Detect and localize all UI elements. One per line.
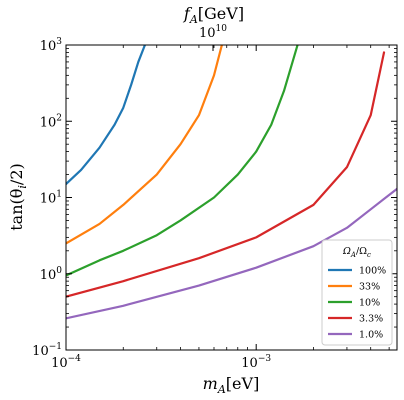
svg-text:1010: 1010 bbox=[199, 24, 227, 41]
plot-area bbox=[66, 45, 397, 320]
top-axis-label-rest: [GeV] bbox=[198, 4, 244, 23]
svg-text:mA[eV]: mA[eV] bbox=[203, 374, 260, 396]
y-axis-label-main: tan(θ bbox=[7, 189, 26, 231]
y-tick-label-2: 100 bbox=[40, 266, 63, 283]
y-tick-label-4: 102 bbox=[40, 113, 62, 130]
top-tick-label: 1010 bbox=[199, 24, 227, 41]
series-line-1 bbox=[66, 45, 147, 186]
axes: 10−4 10−3 10−1 100 101 102 103 bbox=[32, 37, 398, 371]
x-axis-label: mA[eV] bbox=[203, 374, 260, 396]
series-line-3 bbox=[66, 45, 299, 277]
top-axis-label: fA[GeV] bbox=[183, 4, 244, 26]
x-axis-label-rest: [eV] bbox=[226, 374, 260, 393]
x-tick-label-2: 10−3 bbox=[241, 354, 271, 371]
top-tick-exp: 10 bbox=[216, 24, 228, 34]
y-tick-label-1: 10−1 bbox=[32, 342, 62, 359]
series-line-4 bbox=[66, 51, 386, 298]
legend-label-1: 100% bbox=[359, 266, 386, 277]
top-axis-label-sub: A bbox=[189, 13, 198, 26]
series-line-5 bbox=[66, 187, 397, 320]
top-tick-base: 10 bbox=[199, 26, 216, 41]
legend-label-4: 3.3% bbox=[359, 314, 383, 325]
y-tick-label-3: 101 bbox=[40, 190, 62, 207]
x-axis-label-sub: A bbox=[217, 383, 226, 396]
legend-label-3: 10% bbox=[359, 298, 380, 309]
svg-text:tan(θi/2): tan(θi/2) bbox=[7, 163, 29, 231]
svg-text:fA[GeV]: fA[GeV] bbox=[183, 4, 244, 26]
x-axis-label-main: m bbox=[203, 374, 218, 393]
legend-label-5: 1.0% bbox=[359, 330, 383, 341]
legend: ΩA/Ωc 100% 33% 10% 3.3% 1.0% bbox=[321, 239, 393, 346]
y-axis-label: tan(θi/2) bbox=[7, 163, 29, 231]
top-axis-label-main: f bbox=[183, 4, 193, 23]
x-tick-label-1: 10−4 bbox=[51, 354, 81, 371]
series-line-2 bbox=[66, 45, 223, 245]
y-axis-label-sub: i bbox=[16, 185, 29, 189]
y-axis-label-rest: /2) bbox=[7, 163, 26, 185]
y-tick-label-5: 103 bbox=[40, 37, 63, 54]
legend-label-2: 33% bbox=[359, 282, 380, 293]
legend-title: ΩA/Ωc bbox=[342, 246, 371, 259]
